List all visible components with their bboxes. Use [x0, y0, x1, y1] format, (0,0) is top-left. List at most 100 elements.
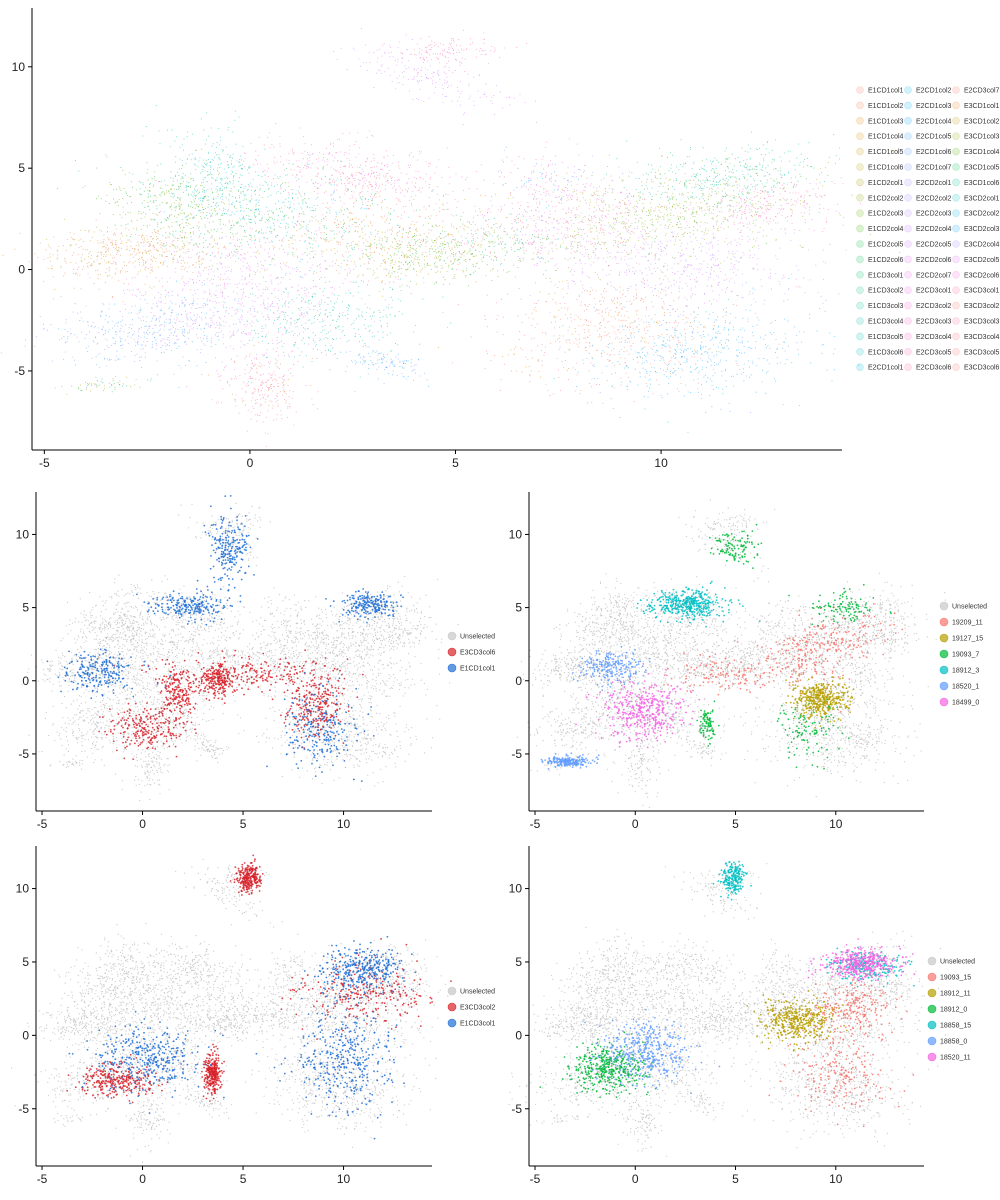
legend-label: E2CD1col5: [916, 134, 952, 141]
legend-label: E3CD3col1: [964, 288, 1000, 295]
legend-swatch: [953, 87, 960, 94]
legend-item: E3CD3col1: [953, 287, 1000, 295]
legend-item: E1CD3col4: [857, 318, 904, 326]
legend: Unselected19209_1119127_1519093_718912_3…: [940, 602, 987, 707]
legend-item: E2CD2col4: [905, 225, 952, 233]
legend-item: E3CD1col3: [953, 133, 1000, 141]
legend-swatch: [953, 164, 960, 171]
legend-label: E2CD3col6: [916, 365, 952, 372]
series-19093_7: [696, 524, 892, 770]
legend-label: E1CD2col5: [868, 242, 904, 249]
legend-swatch: [857, 210, 864, 217]
x-tick-label: 0: [632, 817, 639, 831]
legend-item: E3CD2col2: [953, 210, 1000, 218]
legend-item: E2CD2col5: [905, 241, 952, 249]
legend-swatch: [857, 364, 864, 371]
y-tick-label: 0: [22, 1028, 29, 1042]
legend-label: 18858_15: [940, 1023, 971, 1030]
legend-label: E1CD2col6: [868, 257, 904, 264]
legend-item: E2CD1col5: [905, 133, 952, 141]
clusters-selection-a-panel: -5 0 5 10-50510Unselected19209_1119127_1519…: [509, 492, 987, 831]
legend-swatch: [953, 302, 960, 309]
series-E3CD3col2: [66, 855, 452, 1104]
legend-item: E2CD1col3: [905, 102, 952, 110]
legend-item: 19093_7: [940, 650, 979, 659]
x-tick-label: 10: [337, 1172, 351, 1186]
legend-label: E2CD2col6: [916, 257, 952, 264]
legend-label: E1CD3col4: [868, 319, 904, 326]
legend-item: E1CD2col6: [857, 256, 904, 264]
legend-swatch: [857, 333, 864, 340]
legend-swatch: [857, 117, 864, 124]
legend-swatch: [905, 318, 912, 325]
legend-item: E2CD1col1: [857, 364, 904, 372]
legend-swatch: [953, 241, 960, 248]
legend-swatch: [905, 194, 912, 201]
legend-label: 19093_15: [940, 975, 971, 982]
legend-item: E3CD2col5: [953, 256, 1000, 264]
legend-swatch: [857, 256, 864, 263]
legend-item: E1CD1col5: [857, 148, 904, 156]
legend: E1CD1col1E1CD1col2E1CD1col3E1CD1col4E1CD…: [857, 87, 1000, 372]
legend-item: 18520_1: [940, 682, 979, 691]
series-19127_15: [785, 673, 854, 728]
legend-item: 18858_15: [928, 1021, 971, 1030]
legend-swatch: [928, 1005, 936, 1013]
legend-item: E1CD2col2: [857, 194, 904, 202]
legend-swatch: [857, 271, 864, 278]
legend-label: E3CD3col3: [964, 319, 1000, 326]
legend-item: E1CD1col4: [857, 133, 904, 141]
legend-swatch: [857, 318, 864, 325]
legend-item: E1CD1col2: [857, 102, 904, 110]
legend-swatch: [940, 618, 948, 626]
legend-item: E1CD2col1: [857, 179, 904, 187]
legend-label: E3CD1col6: [964, 180, 1000, 187]
legend-label: E1CD1col1: [868, 88, 904, 95]
y-tick-label: 10: [509, 882, 523, 896]
legend-label: E2CD3col1: [916, 288, 952, 295]
legend-label: E3CD3col4: [964, 334, 1000, 341]
background-points: [509, 863, 956, 1157]
legend-item: E3CD2col4: [953, 241, 1000, 249]
legend-item: E3CD2col6: [953, 271, 1000, 279]
legend-item: 19127_15: [940, 634, 983, 643]
legend-swatch: [905, 117, 912, 124]
legend-label: 18912_3: [952, 668, 979, 675]
legend-swatch: [905, 271, 912, 278]
legend-swatch: [953, 102, 960, 109]
legend-item: E1CD1col1: [857, 87, 904, 95]
legend-label: E2CD2col3: [916, 211, 952, 218]
legend-item: E2CD2col1: [905, 179, 952, 187]
legend-label: E1CD1col4: [868, 134, 904, 141]
y-tick-label: -5: [18, 1102, 29, 1116]
legend-label: E1CD2col2: [868, 195, 904, 202]
legend-item: E1CD2col5: [857, 241, 904, 249]
legend-item: E3CD3col4: [953, 333, 1000, 341]
legend-label: E1CD1col2: [868, 103, 904, 110]
legend-label: E3CD3col5: [964, 349, 1000, 356]
legend-label: 18520_1: [952, 684, 979, 691]
legend-swatch: [953, 179, 960, 186]
x-tick-label: 10: [829, 817, 843, 831]
legend-label: E2CD3col3: [916, 319, 952, 326]
y-tick-label: -5: [511, 747, 522, 761]
legend-item: E1CD3col3: [857, 302, 904, 310]
legend-label: 18499_0: [952, 700, 979, 707]
legend-label: E2CD2col2: [916, 195, 952, 202]
legend-swatch: [448, 632, 456, 640]
legend-item: E3CD2col3: [953, 225, 1000, 233]
x-tick-label: -5: [37, 817, 48, 831]
legend-swatch: [953, 318, 960, 325]
legend-swatch: [857, 102, 864, 109]
legend-item: Unselected: [928, 957, 975, 966]
legend-swatch: [905, 364, 912, 371]
legend-item: E2CD3col2: [905, 302, 952, 310]
legend-label: E2CD1col7: [916, 165, 952, 172]
y-tick-label: 10: [509, 527, 523, 541]
legend-swatch: [953, 333, 960, 340]
legend-item: E3CD3col2: [953, 302, 1000, 310]
legend-swatch: [857, 194, 864, 201]
legend-item: E2CD2col2: [905, 194, 952, 202]
legend-label: 19127_15: [952, 636, 983, 643]
